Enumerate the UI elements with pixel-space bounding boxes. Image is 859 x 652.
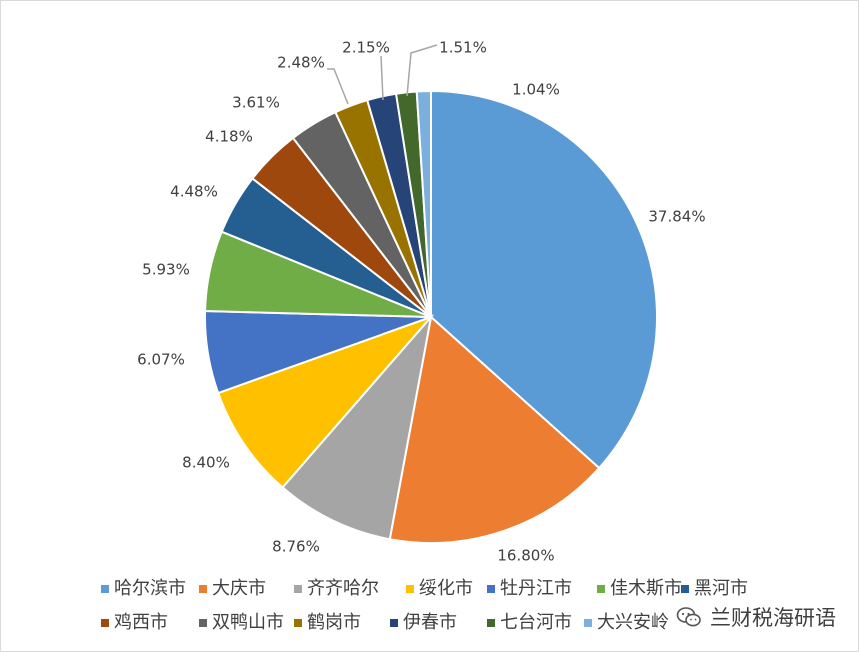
legend-swatch-2 — [199, 585, 207, 593]
leader-line-11 — [380, 55, 384, 101]
slice-label-7: 4.48% — [170, 183, 218, 201]
legend-item-6: 佳木斯市 — [597, 578, 682, 599]
legend-item-1: 哈尔滨市 — [101, 578, 186, 599]
legend-item-12: 七台河市 — [487, 612, 572, 633]
leader-line-12 — [406, 44, 438, 97]
slice-label-5: 6.07% — [137, 351, 185, 369]
legend-swatch-12 — [487, 619, 495, 627]
pie-slice-4 — [216, 314, 435, 489]
legend-swatch-11 — [390, 619, 398, 627]
legend-swatch-5 — [487, 585, 495, 593]
legend-label-2: 大庆市 — [212, 578, 266, 599]
legend-label-11: 伊春市 — [403, 612, 457, 633]
legend-item-5: 牡丹江市 — [487, 578, 572, 599]
legend-label-10: 鹤岗市 — [307, 612, 361, 633]
legend-label-5: 牡丹江市 — [500, 578, 572, 599]
watermark: 兰财税海研语 — [676, 602, 836, 632]
legend-label-3: 齐齐哈尔 — [307, 578, 379, 599]
legend-label-9: 双鸭山市 — [212, 612, 284, 633]
legend-label-1: 哈尔滨市 — [114, 578, 186, 599]
legend-item-10: 鹤岗市 — [294, 612, 361, 633]
pie-slice-13 — [415, 89, 432, 318]
legend-item-7: 黑河市 — [681, 578, 748, 599]
slice-label-6: 5.93% — [142, 261, 190, 279]
slice-label-12: 1.51% — [439, 39, 487, 57]
legend-swatch-4 — [406, 585, 414, 593]
slice-label-11: 2.15% — [342, 39, 390, 57]
legend-label-7: 黑河市 — [694, 578, 748, 599]
legend-label-13: 大兴安岭 — [597, 612, 669, 633]
legend-swatch-7 — [681, 585, 689, 593]
legend-swatch-1 — [101, 585, 109, 593]
watermark-text: 兰财税海研语 — [710, 606, 836, 630]
legend-item-2: 大庆市 — [199, 578, 266, 599]
slice-label-2: 16.80% — [497, 547, 554, 565]
slice-label-4: 8.40% — [182, 454, 230, 472]
legend-item-13: 大兴安岭 — [584, 612, 669, 633]
legend-item-4: 绥化市 — [406, 578, 473, 599]
legend-swatch-8 — [101, 619, 109, 627]
leader-line-10 — [327, 68, 349, 105]
pie-slice-1 — [430, 89, 658, 470]
legend-label-8: 鸡西市 — [114, 612, 168, 633]
legend-swatch-13 — [584, 619, 592, 627]
legend-item-11: 伊春市 — [390, 612, 457, 633]
slice-label-3: 8.76% — [272, 538, 320, 556]
legend-item-3: 齐齐哈尔 — [294, 578, 379, 599]
slice-label-1: 37.84% — [648, 208, 705, 226]
pie-slice-2 — [388, 315, 601, 544]
slice-label-13: 1.04% — [512, 81, 560, 99]
pie-slice-3 — [281, 313, 433, 541]
legend-item-9: 双鸭山市 — [199, 612, 284, 633]
slice-label-9: 3.61% — [232, 94, 280, 112]
legend-swatch-3 — [294, 585, 302, 593]
wechat-icon — [676, 607, 701, 627]
slice-label-10: 2.48% — [277, 54, 325, 72]
legend-label-4: 绥化市 — [419, 578, 473, 599]
legend-label-12: 七台河市 — [500, 612, 572, 633]
legend-item-8: 鸡西市 — [101, 612, 168, 633]
legend-swatch-9 — [199, 619, 207, 627]
legend-swatch-10 — [294, 619, 302, 627]
legend-label-6: 佳木斯市 — [610, 578, 682, 599]
legend-swatch-6 — [597, 585, 605, 593]
slice-label-8: 4.18% — [205, 128, 253, 146]
